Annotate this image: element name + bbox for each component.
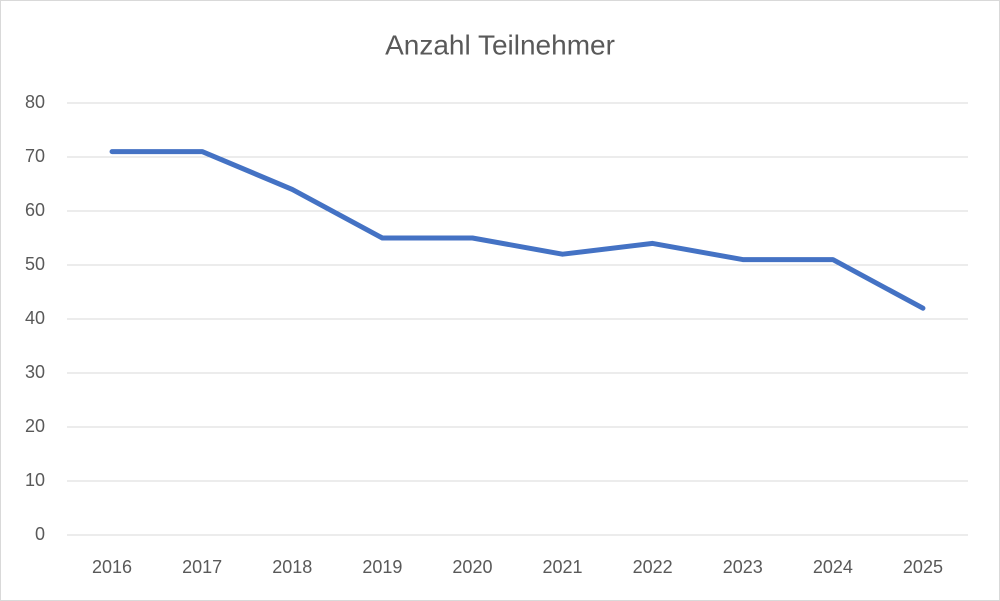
x-tick-label: 2020 [452, 557, 492, 577]
x-tick-label: 2016 [92, 557, 132, 577]
x-tick-label: 2017 [182, 557, 222, 577]
y-tick-label: 40 [25, 308, 45, 328]
y-tick-label: 10 [25, 470, 45, 490]
y-tick-label: 20 [25, 416, 45, 436]
x-tick-label: 2022 [633, 557, 673, 577]
x-tick-label: 2018 [272, 557, 312, 577]
x-tick-label: 2021 [543, 557, 583, 577]
data-line [109, 149, 926, 311]
y-tick-label: 0 [35, 524, 45, 544]
chart-title: Anzahl Teilnehmer [385, 29, 615, 60]
x-tick-label: 2023 [723, 557, 763, 577]
y-tick-label: 50 [25, 254, 45, 274]
y-tick-label: 80 [25, 92, 45, 112]
x-tick-label: 2024 [813, 557, 853, 577]
y-tick-label: 70 [25, 146, 45, 166]
x-tick-label: 2019 [362, 557, 402, 577]
x-tick-label: 2025 [903, 557, 943, 577]
y-tick-label: 30 [25, 362, 45, 382]
y-tick-label: 60 [25, 200, 45, 220]
